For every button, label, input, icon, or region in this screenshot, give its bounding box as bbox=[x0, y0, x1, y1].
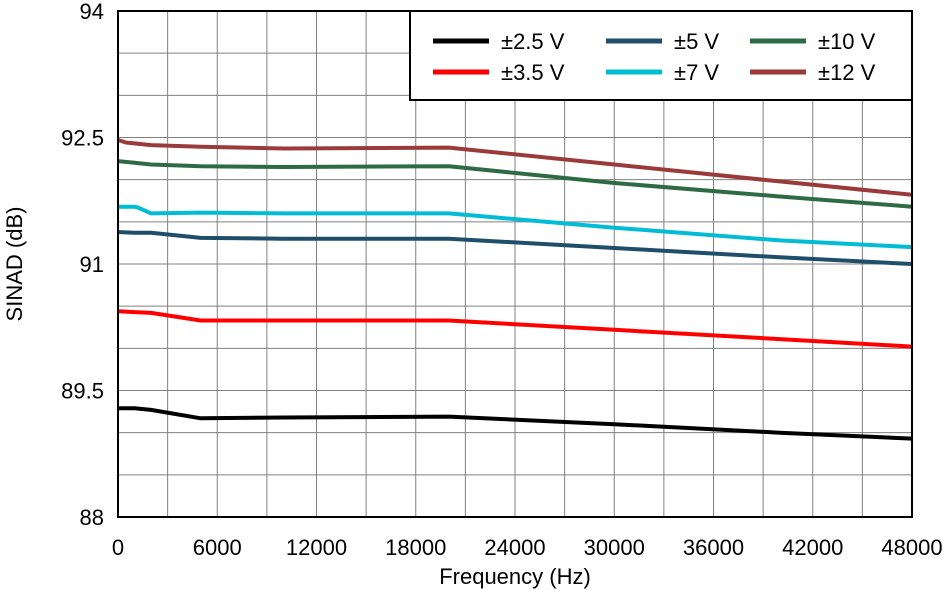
x-tick-label: 6000 bbox=[193, 535, 242, 560]
series-line-7v bbox=[118, 204, 913, 250]
series-layer bbox=[117, 138, 913, 441]
legend-label: ±5 V bbox=[674, 29, 719, 54]
series-line-12v bbox=[117, 138, 913, 197]
series-line-2.5v bbox=[118, 406, 913, 441]
legend-label: ±12 V bbox=[818, 60, 876, 85]
y-tick-label: 89.5 bbox=[61, 379, 104, 404]
x-tick-labels: 0 6000 12000 18000 24000 30000 36000 42000 48000 bbox=[112, 535, 943, 560]
series-line-10v bbox=[117, 159, 913, 209]
legend-label: ±10 V bbox=[818, 29, 876, 54]
y-tick-labels: 88 89.5 91 92.5 94 bbox=[61, 0, 104, 530]
y-tick-label: 92.5 bbox=[61, 126, 104, 151]
x-tick-label: 42000 bbox=[782, 535, 843, 560]
x-axis-title: Frequency (Hz) bbox=[439, 564, 591, 589]
x-tick-label: 36000 bbox=[683, 535, 744, 560]
legend-label: ±7 V bbox=[674, 60, 719, 85]
x-tick-label: 30000 bbox=[584, 535, 645, 560]
x-tick-label: 24000 bbox=[484, 535, 545, 560]
legend-label: ±2.5 V bbox=[501, 29, 565, 54]
x-tick-label: 18000 bbox=[385, 535, 446, 560]
x-tick-label: 0 bbox=[112, 535, 124, 560]
legend: ±2.5 V ±3.5 V ±5 V ±7 V ±10 V ±12 V bbox=[409, 10, 913, 101]
legend-box bbox=[409, 10, 913, 101]
y-tick-label: 88 bbox=[80, 505, 104, 530]
y-axis-title: SINAD (dB) bbox=[2, 207, 27, 322]
legend-label: ±3.5 V bbox=[501, 60, 565, 85]
y-tick-label: 91 bbox=[80, 252, 104, 277]
y-tick-label: 94 bbox=[80, 0, 104, 24]
x-tick-label: 12000 bbox=[286, 535, 347, 560]
x-tick-label: 48000 bbox=[881, 535, 942, 560]
series-line-3.5v bbox=[117, 309, 913, 349]
series-line-5v bbox=[117, 230, 913, 266]
